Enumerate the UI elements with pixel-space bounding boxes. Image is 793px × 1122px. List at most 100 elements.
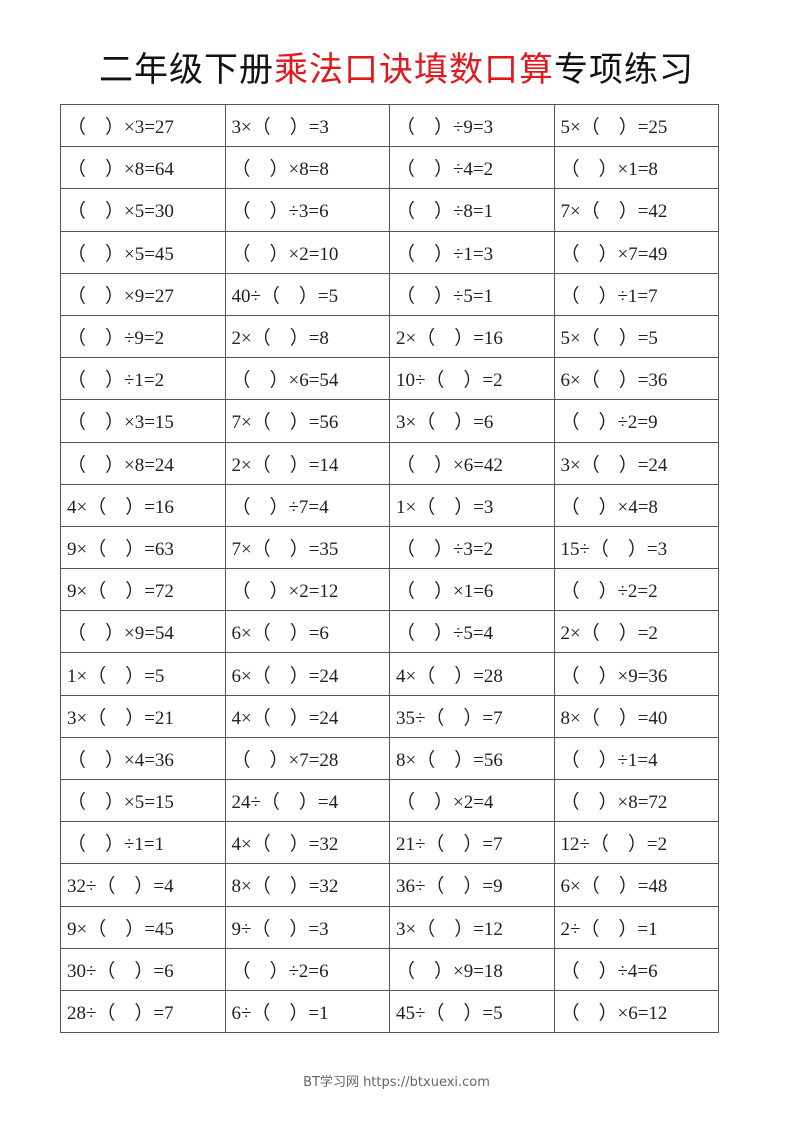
exercise-cell: （ ）÷4=6 xyxy=(553,947,719,991)
exercise-cell: 3×（ ）=12 xyxy=(389,905,555,949)
table-row: 28÷（ ）=7 6÷（ ）=1 45÷（ ）=5 （ ）×6=12 xyxy=(60,989,719,1034)
exercise-cell: 9×（ ）=45 xyxy=(60,905,226,949)
table-row: （ ）×5=15 24÷（ ）=4 （ ）×2=4 （ ）×8=72 xyxy=(60,778,719,823)
exercise-cell: （ ）÷3=6 xyxy=(224,188,390,232)
exercise-cell: （ ）÷5=4 xyxy=(389,610,555,654)
exercise-cell: 2×（ ）=14 xyxy=(224,441,390,485)
exercise-cell: （ ）×3=27 xyxy=(60,103,226,148)
exercise-cell: 4×（ ）=24 xyxy=(224,694,390,738)
page-title: 二年级下册乘法口诀填数口算专项练习 xyxy=(0,42,793,91)
exercise-cell: 6×（ ）=36 xyxy=(553,357,719,401)
exercise-cell: （ ）×7=49 xyxy=(553,230,719,274)
footer-watermark: BT学习网 https://btxuexi.com xyxy=(303,1075,490,1090)
exercise-cell: 2÷（ ）=1 xyxy=(553,905,719,949)
exercise-cell: 4×（ ）=16 xyxy=(60,483,226,527)
exercise-cell: 15÷（ ）=3 xyxy=(553,525,719,570)
table-row: 4×（ ）=16 （ ）÷7=4 1×（ ）=3 （ ）×4=8 xyxy=(60,483,719,527)
exercise-table: （ ）×3=27 3×（ ）=3 （ ）÷9=3 5×（ ）=25 （ ）×8=64 （ … xyxy=(60,103,719,1034)
exercise-cell: （ ）×4=36 xyxy=(60,736,226,781)
exercise-cell: 7×（ ）=42 xyxy=(553,188,719,232)
exercise-cell: （ ）÷8=1 xyxy=(389,188,555,232)
exercise-cell: 8×（ ）=40 xyxy=(553,694,719,738)
exercise-cell: 30÷（ ）=6 xyxy=(60,947,226,991)
exercise-cell: 7×（ ）=56 xyxy=(224,399,390,443)
table-row: 32÷（ ）=4 8×（ ）=32 36÷（ ）=9 6×（ ）=48 xyxy=(60,863,719,907)
title-part-1: 二年级下册 xyxy=(99,50,274,90)
exercise-cell: 5×（ ）=25 xyxy=(553,103,719,148)
exercise-cell: 6÷（ ）=1 xyxy=(224,989,390,1034)
exercise-cell: 9×（ ）=63 xyxy=(60,525,226,570)
exercise-cell: （ ）÷7=4 xyxy=(224,483,390,527)
exercise-cell: （ ）×9=36 xyxy=(553,652,719,696)
exercise-cell: （ ）÷1=3 xyxy=(389,230,555,274)
table-row: （ ）×8=64 （ ）×8=8 （ ）÷4=2 （ ）×1=8 xyxy=(60,146,719,190)
exercise-cell: 3×（ ）=3 xyxy=(224,103,390,148)
exercise-cell: （ ）÷1=4 xyxy=(553,736,719,781)
exercise-cell: （ ）×8=64 xyxy=(60,146,226,190)
exercise-cell: （ ）×8=24 xyxy=(60,441,226,485)
exercise-cell: 28÷（ ）=7 xyxy=(60,989,226,1034)
exercise-cell: 10÷（ ）=2 xyxy=(389,357,555,401)
exercise-cell: 6×（ ）=48 xyxy=(553,863,719,907)
table-row: 1×（ ）=5 6×（ ）=24 4×（ ）=28 （ ）×9=36 xyxy=(60,652,719,696)
table-row: （ ）×3=15 7×（ ）=56 3×（ ）=6 （ ）÷2=9 xyxy=(60,399,719,443)
exercise-cell: 6×（ ）=24 xyxy=(224,652,390,696)
table-row: （ ）÷1=1 4×（ ）=32 21÷（ ）=7 12÷（ ）=2 xyxy=(60,821,719,865)
exercise-cell: 35÷（ ）=7 xyxy=(389,694,555,738)
table-row: （ ）×3=27 3×（ ）=3 （ ）÷9=3 5×（ ）=25 xyxy=(60,103,719,148)
exercise-cell: （ ）×2=10 xyxy=(224,230,390,274)
exercise-cell: （ ）÷1=7 xyxy=(553,272,719,316)
exercise-cell: （ ）×1=6 xyxy=(389,568,555,612)
table-row: （ ）×5=45 （ ）×2=10 （ ）÷1=3 （ ）×7=49 xyxy=(60,230,719,274)
exercise-cell: （ ）×2=12 xyxy=(224,568,390,612)
exercise-cell: 1×（ ）=3 xyxy=(389,483,555,527)
exercise-cell: 8×（ ）=32 xyxy=(224,863,390,907)
exercise-cell: （ ）÷1=2 xyxy=(60,357,226,401)
exercise-cell: （ ）×5=30 xyxy=(60,188,226,232)
exercise-cell: （ ）÷4=2 xyxy=(389,146,555,190)
title-part-3: 专项练习 xyxy=(554,50,694,90)
exercise-cell: （ ）×9=54 xyxy=(60,610,226,654)
table-row: （ ）×4=36 （ ）×7=28 8×（ ）=56 （ ）÷1=4 xyxy=(60,736,719,781)
table-row: （ ）×8=24 2×（ ）=14 （ ）×6=42 3×（ ）=24 xyxy=(60,441,719,485)
exercise-cell: 7×（ ）=35 xyxy=(224,525,390,570)
table-row: （ ）÷1=2 （ ）×6=54 10÷（ ）=2 6×（ ）=36 xyxy=(60,357,719,401)
exercise-cell: （ ）×6=12 xyxy=(553,989,719,1034)
exercise-cell: 45÷（ ）=5 xyxy=(389,989,555,1034)
exercise-cell: （ ）×6=42 xyxy=(389,441,555,485)
title-part-2-highlight: 乘法口诀填数口算 xyxy=(274,50,554,90)
exercise-cell: 21÷（ ）=7 xyxy=(389,821,555,865)
exercise-cell: （ ）×8=72 xyxy=(553,778,719,823)
table-row: 9×（ ）=45 9÷（ ）=3 3×（ ）=12 2÷（ ）=1 xyxy=(60,905,719,949)
exercise-cell: （ ）÷1=1 xyxy=(60,821,226,865)
exercise-cell: （ ）×3=15 xyxy=(60,399,226,443)
exercise-cell: 6×（ ）=6 xyxy=(224,610,390,654)
exercise-cell: （ ）×7=28 xyxy=(224,736,390,781)
exercise-cell: 9×（ ）=72 xyxy=(60,568,226,612)
exercise-cell: 1×（ ）=5 xyxy=(60,652,226,696)
exercise-cell: 36÷（ ）=9 xyxy=(389,863,555,907)
exercise-cell: （ ）÷2=9 xyxy=(553,399,719,443)
table-row: 3×（ ）=21 4×（ ）=24 35÷（ ）=7 8×（ ）=40 xyxy=(60,694,719,738)
table-row: （ ）×5=30 （ ）÷3=6 （ ）÷8=1 7×（ ）=42 xyxy=(60,188,719,232)
exercise-cell: 3×（ ）=21 xyxy=(60,694,226,738)
exercise-cell: （ ）÷5=1 xyxy=(389,272,555,316)
table-row: （ ）×9=54 6×（ ）=6 （ ）÷5=4 2×（ ）=2 xyxy=(60,610,719,654)
exercise-cell: 32÷（ ）=4 xyxy=(60,863,226,907)
exercise-cell: （ ）÷9=3 xyxy=(389,103,555,148)
exercise-cell: 40÷（ ）=5 xyxy=(224,272,390,316)
exercise-cell: 8×（ ）=56 xyxy=(389,736,555,781)
exercise-cell: 2×（ ）=2 xyxy=(553,610,719,654)
exercise-cell: 4×（ ）=28 xyxy=(389,652,555,696)
exercise-cell: （ ）÷3=2 xyxy=(389,525,555,570)
exercise-cell: （ ）×5=15 xyxy=(60,778,226,823)
exercise-cell: 12÷（ ）=2 xyxy=(553,821,719,865)
exercise-cell: （ ）×5=45 xyxy=(60,230,226,274)
exercise-cell: （ ）÷2=2 xyxy=(553,568,719,612)
exercise-cell: 9÷（ ）=3 xyxy=(224,905,390,949)
exercise-cell: （ ）×4=8 xyxy=(553,483,719,527)
exercise-cell: （ ）×8=8 xyxy=(224,146,390,190)
exercise-cell: （ ）×9=18 xyxy=(389,947,555,991)
exercise-cell: 5×（ ）=5 xyxy=(553,314,719,359)
exercise-cell: （ ）÷9=2 xyxy=(60,314,226,359)
